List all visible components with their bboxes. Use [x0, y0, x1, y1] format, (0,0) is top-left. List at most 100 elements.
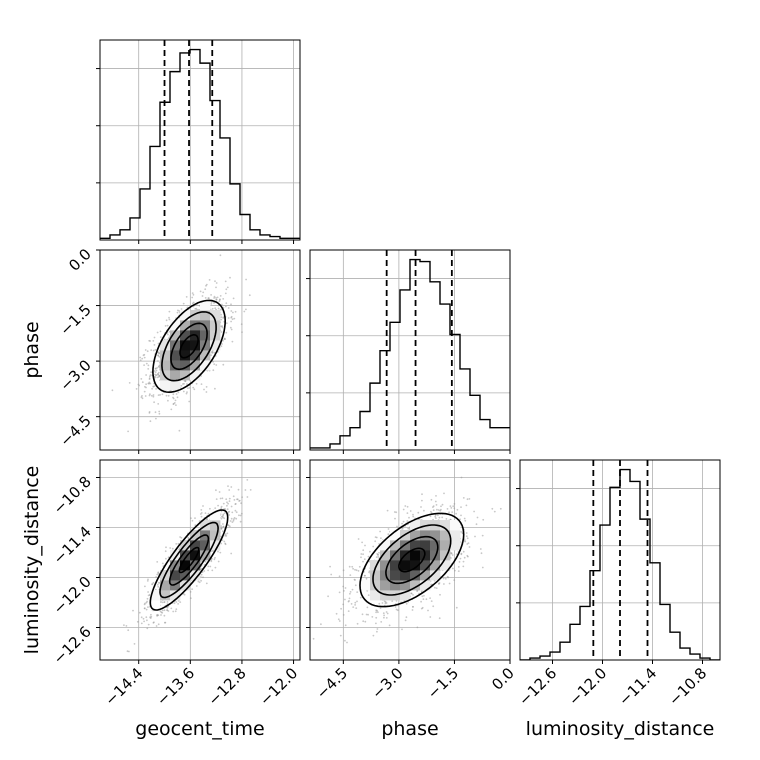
sample-point [459, 557, 462, 560]
sample-point [387, 533, 390, 536]
sample-point [191, 519, 194, 522]
sample-point [198, 581, 201, 584]
sample-point [238, 500, 241, 502]
sample-point [144, 395, 147, 397]
sample-point [377, 611, 379, 614]
sample-point [443, 492, 445, 495]
sample-point [337, 618, 340, 621]
sample-point [499, 507, 502, 510]
hist-step-line [100, 48, 300, 239]
x-tick-label: −12.8 [205, 664, 250, 709]
sample-point [440, 508, 442, 511]
sample-point [154, 348, 157, 351]
sample-point [149, 374, 152, 376]
sample-point [215, 297, 217, 299]
density-cell [170, 320, 181, 331]
sample-point [367, 555, 370, 558]
sample-point [200, 573, 203, 576]
sample-point [406, 505, 409, 508]
sample-point [385, 611, 388, 613]
sample-point [203, 388, 205, 391]
sample-point [204, 288, 207, 291]
sample-point [138, 611, 141, 614]
sample-point [172, 402, 175, 405]
hist-bin [420, 262, 430, 450]
sample-point [444, 577, 447, 580]
sample-point [320, 623, 322, 626]
grid-lines [342, 250, 455, 450]
sample-point [140, 622, 143, 625]
density-cell [190, 570, 201, 581]
sample-point [163, 338, 166, 341]
hist-bin [690, 654, 700, 660]
density-cell [410, 570, 421, 581]
sample-point [420, 600, 422, 603]
sample-point [164, 550, 167, 553]
sample-point [468, 498, 471, 500]
sample-point [432, 506, 434, 508]
sample-point [213, 558, 216, 561]
sample-point [155, 576, 158, 578]
density-cell [170, 350, 181, 361]
sample-point [140, 378, 143, 380]
sample-point [221, 303, 223, 306]
sample-point [141, 397, 144, 400]
sample-point [344, 598, 346, 601]
sample-point [159, 330, 162, 333]
density-cell [410, 520, 421, 531]
sample-point [365, 577, 368, 580]
sample-point [205, 582, 208, 585]
sample-point [210, 303, 213, 305]
grid-lines [138, 40, 294, 240]
sample-point [150, 371, 153, 374]
density-layer [123, 479, 252, 653]
sample-point [223, 512, 226, 515]
sample-point [357, 538, 360, 540]
sample-point [141, 381, 144, 384]
sample-point [149, 617, 152, 619]
sample-point [214, 566, 217, 569]
density-cell [200, 330, 211, 341]
sample-point [229, 326, 232, 329]
grid-lines [552, 460, 703, 660]
sample-point [189, 597, 192, 600]
hist-step-line [520, 468, 720, 660]
density-cell [380, 580, 391, 591]
sample-point [457, 566, 460, 568]
sample-point [344, 639, 346, 642]
hist-bin [630, 481, 640, 660]
sample-point [188, 387, 191, 389]
sample-point [348, 597, 351, 600]
hist-bin [230, 184, 240, 240]
sample-point [462, 565, 465, 568]
sample-point [225, 498, 228, 501]
density-cell [200, 550, 211, 561]
sample-point [227, 317, 230, 319]
sample-point [354, 584, 357, 587]
sample-point [140, 396, 143, 398]
sample-point [342, 614, 345, 616]
sample-point [244, 489, 247, 491]
sample-point [163, 609, 166, 612]
sample-point [150, 349, 153, 351]
density-cell [420, 530, 431, 541]
sample-point [220, 316, 223, 319]
sample-point [219, 295, 222, 297]
sample-point [379, 607, 382, 609]
hist-bin [340, 436, 350, 450]
sample-point [356, 600, 358, 603]
sample-point [123, 624, 125, 626]
sample-point [147, 578, 149, 581]
hist-bin [490, 428, 500, 450]
sample-point [135, 388, 138, 390]
sample-point [349, 574, 352, 576]
density-cell [180, 310, 191, 321]
sample-point [220, 505, 223, 508]
sample-point [436, 508, 438, 511]
sample-point [435, 495, 437, 497]
sample-point [335, 612, 338, 615]
density-cell [210, 510, 221, 521]
density-cell [190, 320, 201, 331]
sample-point [202, 291, 205, 294]
sample-point [226, 508, 229, 511]
